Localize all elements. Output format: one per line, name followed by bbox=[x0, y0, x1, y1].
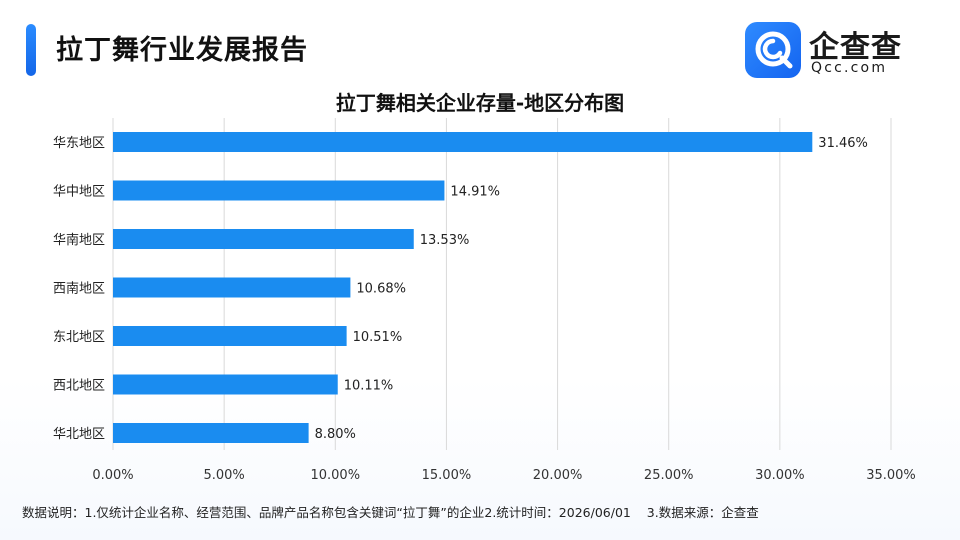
x-tick-label: 0.00% bbox=[92, 468, 133, 483]
category-label: 华北地区 bbox=[53, 427, 105, 442]
data-label: 31.46% bbox=[818, 136, 868, 151]
qcc-logo: 企查查 Qcc.com bbox=[745, 22, 935, 80]
bar bbox=[113, 132, 813, 152]
bar bbox=[113, 229, 414, 249]
chart-title: 拉丁舞相关企业存量-地区分布图 bbox=[335, 91, 625, 115]
category-label: 华南地区 bbox=[53, 232, 105, 248]
category-label: 华中地区 bbox=[53, 185, 105, 200]
x-tick-label: 25.00% bbox=[644, 468, 694, 483]
footnote-source: 3.数据来源：企查查 bbox=[646, 505, 759, 520]
data-label: 13.53% bbox=[420, 233, 470, 248]
bar bbox=[113, 374, 338, 395]
data-label: 10.51% bbox=[353, 330, 403, 345]
data-label: 14.91% bbox=[450, 185, 500, 200]
data-label: 8.80% bbox=[315, 427, 356, 442]
x-tick-label: 35.00% bbox=[866, 468, 916, 483]
footnote-description: 数据说明：1.仅统计企业名称、经营范围、品牌产品名称包含关键词“拉丁舞”的企业2… bbox=[22, 505, 631, 520]
title-accent-bar bbox=[26, 24, 36, 76]
footnote: 数据说明：1.仅统计企业名称、经营范围、品牌产品名称包含关键词“拉丁舞”的企业2… bbox=[22, 502, 759, 521]
bar bbox=[113, 277, 351, 298]
logo-domain: Qcc.com bbox=[811, 60, 888, 76]
data-label: 10.11% bbox=[344, 379, 394, 394]
x-tick-label: 15.00% bbox=[422, 468, 472, 483]
data-label: 10.68% bbox=[356, 282, 406, 297]
category-label: 东北地区 bbox=[53, 330, 105, 345]
qcc-logo-icon bbox=[745, 22, 801, 78]
bar bbox=[113, 326, 347, 346]
category-label: 华东地区 bbox=[53, 136, 105, 151]
category-label: 西南地区 bbox=[53, 281, 105, 297]
bar bbox=[113, 180, 445, 201]
x-tick-label: 30.00% bbox=[755, 468, 805, 483]
x-tick-label: 20.00% bbox=[533, 468, 583, 483]
category-label: 西北地区 bbox=[53, 379, 105, 394]
logo-wordmark: 企查查 bbox=[809, 30, 902, 65]
bar bbox=[113, 423, 309, 443]
report-title: 拉丁舞行业发展报告 bbox=[56, 35, 308, 66]
x-tick-label: 10.00% bbox=[310, 468, 360, 483]
x-tick-label: 5.00% bbox=[203, 468, 244, 483]
